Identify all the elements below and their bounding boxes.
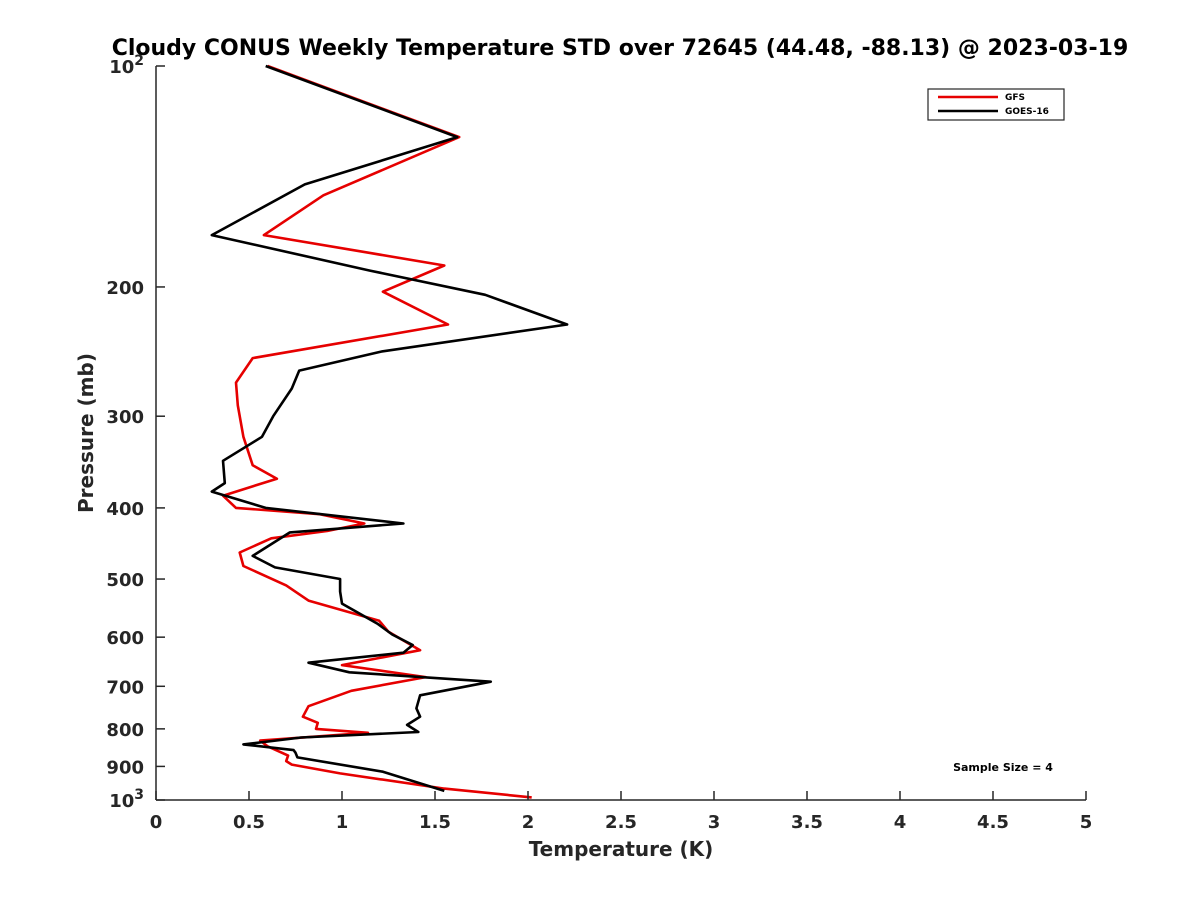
x-tick-label: 1	[336, 812, 349, 833]
y-tick-label: 900	[106, 757, 144, 778]
y-tick-label: 800	[106, 720, 144, 741]
x-axis-label: Temperature (K)	[529, 837, 714, 861]
y-axis-label: Pressure (mb)	[74, 353, 98, 513]
x-axis-ticks: 0 0.5 1 1.5 2 2.5 3 3.5 4 4.5 5	[150, 791, 1093, 833]
y-tick-label: 103	[109, 787, 144, 812]
y-tick-label: 400	[106, 499, 144, 520]
x-tick-label: 4.5	[977, 812, 1009, 833]
series-line-goes16	[210, 64, 569, 793]
plot-area	[210, 64, 569, 799]
x-tick-label: 2.5	[605, 812, 637, 833]
y-tick-label: 300	[106, 407, 144, 428]
y-tick-label: 700	[106, 677, 144, 698]
chart-title: Cloudy CONUS Weekly Temperature STD over…	[112, 36, 1129, 61]
x-tick-label: 0.5	[233, 812, 265, 833]
x-tick-label: 0	[150, 812, 163, 833]
legend: GFS GOES-16	[927, 88, 1065, 121]
y-tick-label: 600	[106, 628, 144, 649]
x-tick-label: 1.5	[419, 812, 451, 833]
legend-label-gfs: GFS	[1005, 93, 1025, 103]
y-tick-label: 200	[106, 278, 144, 299]
x-tick-label: 4	[894, 812, 907, 833]
x-tick-label: 2	[522, 812, 535, 833]
x-tick-label: 5	[1080, 812, 1093, 833]
series-line-gfs	[221, 64, 532, 799]
sample-size-annotation: Sample Size = 4	[953, 761, 1053, 774]
y-axis-ticks: 102 200 300 400 500 600 700 800 900 103	[106, 53, 165, 812]
y-tick-label: 102	[109, 53, 144, 78]
x-tick-label: 3.5	[791, 812, 823, 833]
legend-box	[927, 88, 1065, 121]
legend-label-goes16: GOES-16	[1005, 107, 1049, 117]
x-tick-label: 3	[708, 812, 721, 833]
y-tick-label: 500	[106, 570, 144, 591]
